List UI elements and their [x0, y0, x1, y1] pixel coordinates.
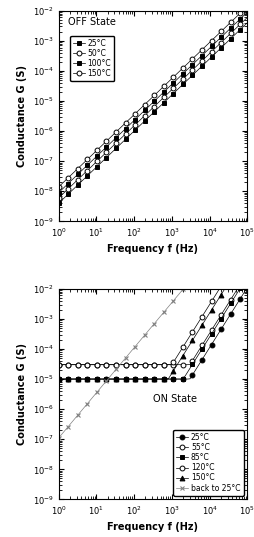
25°C: [169, 376, 172, 382]
150°C: [178, 67, 181, 74]
25°C: [178, 83, 181, 90]
Line: 120°C: 120°C: [56, 242, 249, 367]
55°C: [178, 361, 181, 368]
back to 25°C: [178, 289, 181, 295]
25°C: [224, 40, 227, 47]
50°C: [169, 88, 172, 94]
25°C: [171, 90, 174, 97]
120°C: [140, 361, 143, 368]
85°C: [169, 376, 172, 382]
85°C: [224, 308, 227, 314]
Line: 85°C: 85°C: [56, 274, 249, 381]
back to 25°C: [185, 280, 188, 287]
100°C: [169, 82, 172, 89]
150°C: [140, 104, 143, 110]
55°C: [57, 361, 60, 368]
Line: 50°C: 50°C: [56, 15, 249, 200]
Y-axis label: Conductance G (S): Conductance G (S): [17, 65, 27, 167]
Y-axis label: Conductance G (S): Conductance G (S): [17, 343, 27, 445]
back to 25°C: [224, 235, 227, 241]
100°C: [171, 79, 174, 86]
50°C: [178, 78, 181, 85]
25°C: [57, 376, 60, 382]
X-axis label: Frequency f (Hz): Frequency f (Hz): [107, 244, 198, 254]
50°C: [224, 35, 227, 41]
85°C: [245, 273, 248, 280]
100°C: [140, 110, 143, 116]
150°C: [171, 368, 174, 374]
50°C: [57, 195, 60, 201]
25°C: [171, 376, 174, 382]
120°C: [57, 361, 60, 368]
55°C: [245, 270, 248, 276]
Line: 55°C: 55°C: [56, 271, 249, 367]
120°C: [224, 275, 227, 282]
25°C: [140, 120, 143, 127]
Line: 25°C: 25°C: [56, 285, 249, 381]
150°C: [224, 284, 227, 291]
120°C: [169, 361, 172, 368]
25°C: [169, 92, 172, 99]
back to 25°C: [57, 435, 60, 441]
150°C: [169, 372, 172, 378]
120°C: [171, 359, 174, 366]
120°C: [178, 348, 181, 354]
85°C: [140, 376, 143, 382]
Line: back to 25°C: back to 25°C: [56, 210, 249, 440]
X-axis label: Frequency f (Hz): Frequency f (Hz): [107, 522, 198, 532]
150°C: [171, 74, 174, 81]
85°C: [171, 376, 174, 382]
85°C: [57, 376, 60, 382]
Line: 100°C: 100°C: [56, 10, 249, 195]
100°C: [224, 30, 227, 36]
25°C: [224, 318, 227, 325]
150°C: [224, 24, 227, 30]
150°C: [140, 376, 143, 382]
150°C: [57, 184, 60, 190]
25°C: [185, 77, 188, 83]
100°C: [245, 9, 248, 16]
150°C: [245, 250, 248, 256]
Line: 150°C: 150°C: [56, 4, 249, 190]
85°C: [185, 369, 188, 375]
100°C: [185, 66, 188, 72]
100°C: [178, 73, 181, 79]
Text: ON State: ON State: [152, 394, 196, 404]
25°C: [245, 284, 248, 291]
50°C: [245, 14, 248, 20]
25°C: [178, 376, 181, 382]
150°C: [178, 356, 181, 362]
back to 25°C: [245, 209, 248, 215]
150°C: [245, 3, 248, 10]
25°C: [57, 200, 60, 207]
back to 25°C: [171, 297, 174, 304]
Line: 25°C: 25°C: [56, 20, 249, 206]
150°C: [57, 376, 60, 382]
55°C: [171, 361, 174, 368]
Legend: 25°C, 55°C, 85°C, 120°C, 150°C, back to 25°C: 25°C, 55°C, 85°C, 120°C, 150°C, back to …: [173, 430, 243, 496]
Text: OFF State: OFF State: [68, 17, 116, 27]
120°C: [185, 336, 188, 343]
150°C: [185, 60, 188, 67]
50°C: [185, 71, 188, 78]
85°C: [178, 376, 181, 382]
55°C: [169, 361, 172, 368]
back to 25°C: [140, 335, 143, 341]
25°C: [245, 19, 248, 26]
100°C: [57, 190, 60, 196]
150°C: [169, 76, 172, 83]
150°C: [185, 345, 188, 351]
25°C: [140, 376, 143, 382]
back to 25°C: [169, 301, 172, 307]
Line: 150°C: 150°C: [56, 250, 249, 381]
50°C: [140, 115, 143, 121]
Legend: 25°C, 50°C, 100°C, 150°C: 25°C, 50°C, 100°C, 150°C: [70, 35, 114, 81]
55°C: [140, 361, 143, 368]
55°C: [224, 304, 227, 310]
50°C: [171, 85, 174, 91]
120°C: [245, 241, 248, 248]
55°C: [185, 361, 188, 368]
25°C: [185, 376, 188, 382]
